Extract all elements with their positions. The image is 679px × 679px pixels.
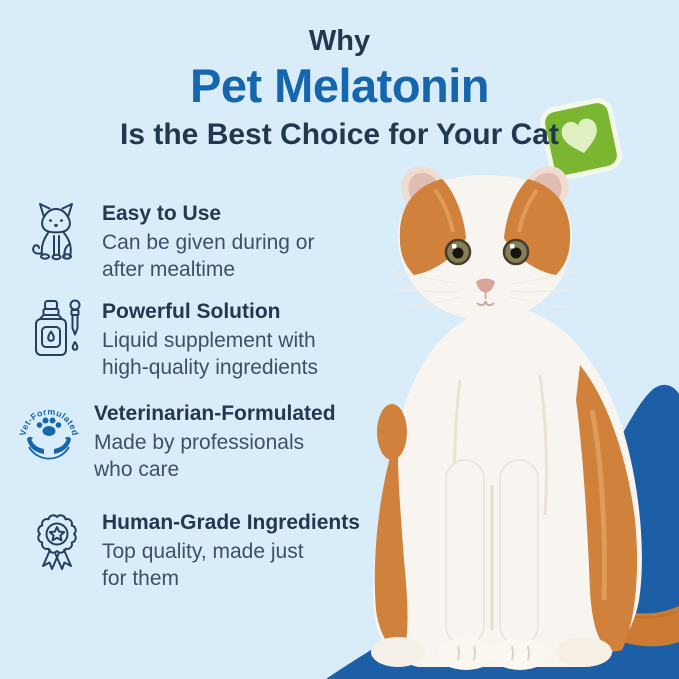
- feature-item-easy-to-use: Easy to Use Can be given during or after…: [24, 200, 364, 283]
- heart-badge: [537, 95, 625, 183]
- cat-icon: [24, 200, 90, 283]
- feature-item-vet-formulated: Vet-Formulated Vete: [18, 400, 364, 483]
- feature-item-human-grade: Human-Grade Ingredients Top quality, mad…: [24, 509, 364, 592]
- feature-body: Can be given during or after mealtime: [102, 231, 315, 281]
- feature-item-powerful-solution: Powerful Solution Liquid supplement with…: [24, 298, 364, 381]
- heart-icon: [561, 118, 597, 154]
- header: Why Pet Melatonin Is the Best Choice for…: [0, 25, 679, 151]
- feature-body: Liquid supplement with high-quality ingr…: [102, 329, 318, 379]
- page-title: Pet Melatonin: [189, 58, 490, 112]
- feature-text: Human-Grade Ingredients Top quality, mad…: [102, 509, 360, 592]
- header-subtitle: Is the Best Choice for Your Cat: [120, 117, 559, 151]
- dropper-bottle-icon: [24, 298, 90, 381]
- feature-title: Easy to Use: [102, 202, 222, 225]
- feature-body: Top quality, made just for them: [102, 540, 304, 590]
- feature-title: Veterinarian-Formulated: [94, 402, 336, 425]
- award-ribbon-icon: [24, 509, 90, 592]
- feature-title: Powerful Solution: [102, 300, 281, 323]
- cat-photo: [371, 166, 679, 670]
- header-eyebrow: Why: [308, 25, 371, 57]
- vet-formulated-badge-icon: Vet-Formulated: [16, 400, 82, 483]
- feature-text: Easy to Use Can be given during or after…: [102, 200, 314, 283]
- feature-title: Human-Grade Ingredients: [102, 511, 360, 534]
- feature-text: Veterinarian-Formulated Made by professi…: [94, 400, 336, 483]
- feature-body: Made by professionals who care: [94, 431, 305, 481]
- feature-text: Powerful Solution Liquid supplement with…: [102, 298, 318, 381]
